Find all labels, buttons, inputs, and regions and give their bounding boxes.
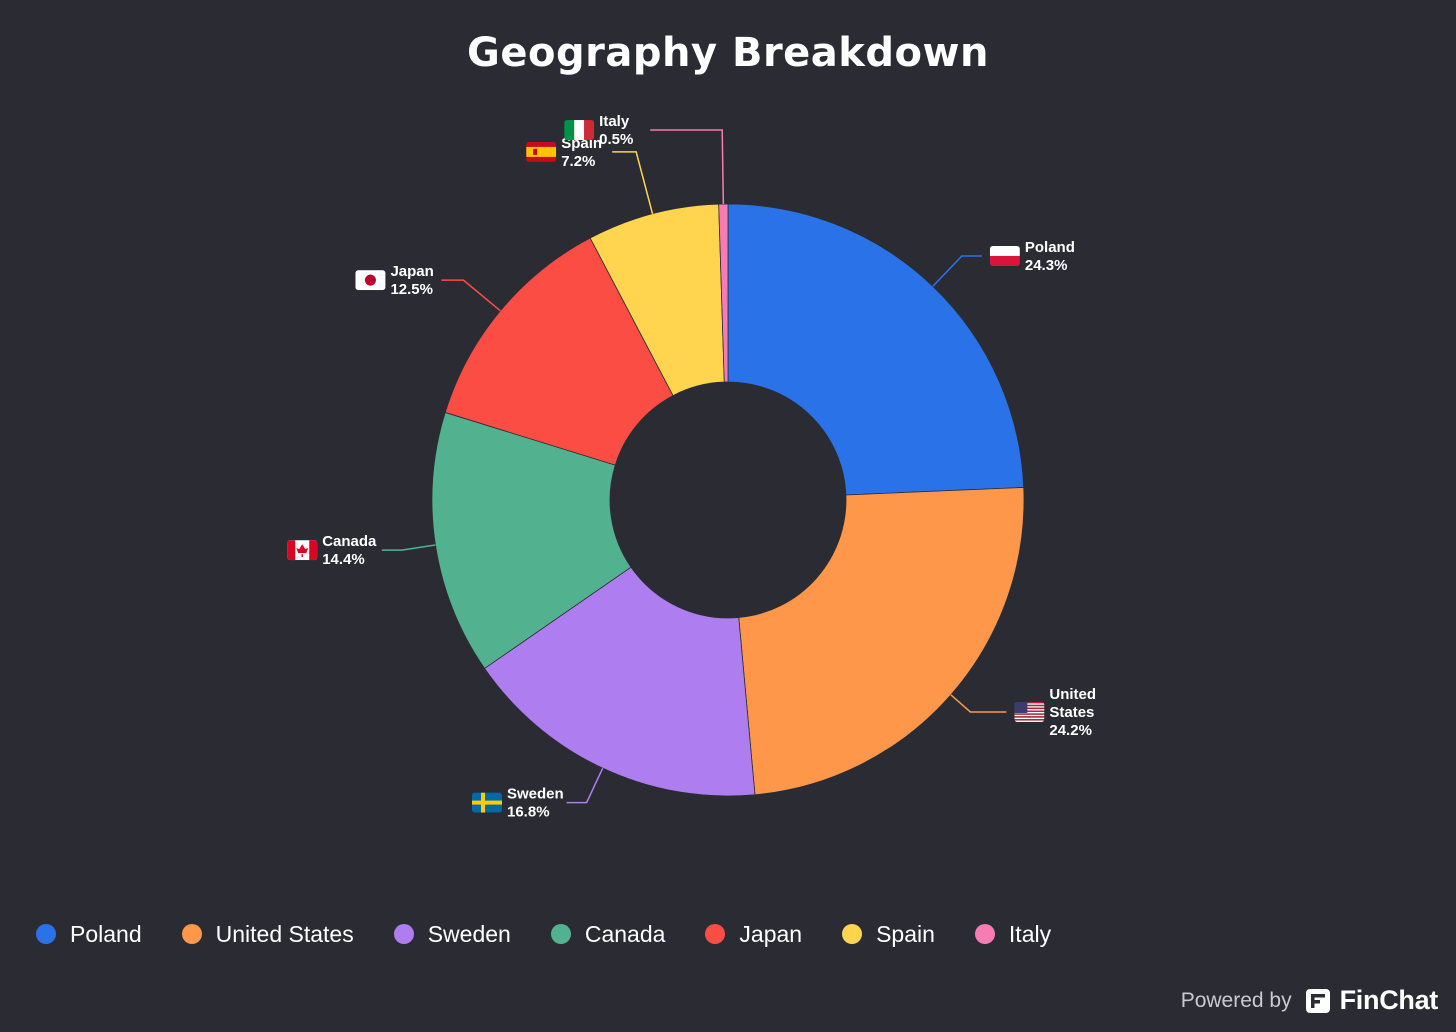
legend-label: Italy bbox=[1008, 920, 1052, 947]
slice-japan[interactable] bbox=[444, 237, 674, 466]
leader-line-italy bbox=[650, 129, 725, 205]
canada-flag-icon bbox=[287, 540, 318, 561]
label-percent: 12.5% bbox=[390, 281, 433, 298]
legend-label: Poland bbox=[70, 920, 142, 947]
legend-item-sweden[interactable]: Sweden bbox=[393, 920, 511, 948]
label-percent: 14.4% bbox=[322, 551, 365, 568]
italy-flag-icon bbox=[564, 120, 595, 141]
spain-flag-icon bbox=[526, 141, 557, 162]
legend-dot-icon bbox=[36, 924, 56, 944]
legend-label: Spain bbox=[876, 920, 935, 947]
legend-dot-icon bbox=[705, 924, 726, 944]
label-name: Poland bbox=[1025, 239, 1075, 256]
legend-label: Sweden bbox=[427, 920, 511, 947]
label-percent: 16.8% bbox=[507, 804, 550, 821]
legend-item-japan[interactable]: Japan bbox=[705, 921, 802, 948]
chart-title: Geography Breakdown bbox=[467, 30, 989, 76]
slice-canada[interactable] bbox=[431, 411, 632, 669]
label-name: United bbox=[1049, 686, 1096, 703]
poland-flag-icon bbox=[989, 245, 1020, 266]
leader-lines-layer bbox=[381, 129, 1007, 804]
legend-item-spain[interactable]: Spain bbox=[842, 921, 935, 948]
label-name: Italy bbox=[599, 113, 630, 130]
legend-item-italy[interactable]: Italy bbox=[974, 920, 1052, 948]
leader-line-united-states bbox=[950, 694, 1007, 713]
legend-dot-icon bbox=[181, 924, 202, 944]
label-name: Sweden bbox=[507, 786, 564, 803]
label-name: Japan bbox=[390, 263, 433, 280]
slice-united-states[interactable] bbox=[738, 487, 1025, 796]
label-name: States bbox=[1049, 704, 1094, 721]
legend-dot-icon bbox=[974, 924, 995, 944]
legend: Poland United States Sweden Canada Japan Spai… bbox=[36, 916, 1091, 952]
legend-item-poland[interactable]: Poland bbox=[36, 921, 142, 948]
label-percent: 24.3% bbox=[1025, 257, 1068, 274]
legend-label: Canada bbox=[584, 920, 666, 947]
finchat-logo-icon bbox=[1305, 988, 1330, 1013]
leader-line-poland bbox=[932, 255, 982, 287]
usa-flag-icon bbox=[1014, 701, 1045, 722]
label-name: Canada bbox=[322, 533, 377, 550]
legend-dot-icon bbox=[393, 924, 414, 944]
leader-line-japan bbox=[441, 279, 501, 312]
legend-dot-icon bbox=[842, 924, 863, 944]
label-percent: 24.2% bbox=[1049, 722, 1092, 739]
slice-sweden[interactable] bbox=[484, 566, 756, 797]
label-percent: 0.5% bbox=[599, 131, 633, 148]
legend-item-united-states[interactable]: United States bbox=[181, 920, 354, 948]
sweden-flag-icon bbox=[472, 792, 503, 813]
legend-item-canada[interactable]: Canada bbox=[550, 920, 666, 948]
slice-italy[interactable] bbox=[718, 203, 729, 383]
legend-dot-icon bbox=[550, 924, 571, 944]
powered-by-text: Powered by bbox=[1180, 988, 1292, 1012]
japan-flag-icon bbox=[355, 270, 386, 291]
legend-label: Japan bbox=[739, 920, 803, 947]
leader-line-spain bbox=[612, 151, 654, 214]
slices-layer bbox=[431, 203, 1025, 797]
legend-label: United States bbox=[215, 920, 354, 947]
leader-line-canada bbox=[381, 544, 436, 551]
slice-poland[interactable] bbox=[727, 203, 1025, 496]
footer: Powered by FinChat bbox=[1180, 985, 1439, 1016]
finchat-brand: FinChat bbox=[1339, 985, 1439, 1015]
leader-line-sweden bbox=[566, 767, 604, 804]
label-percent: 7.2% bbox=[561, 153, 595, 170]
